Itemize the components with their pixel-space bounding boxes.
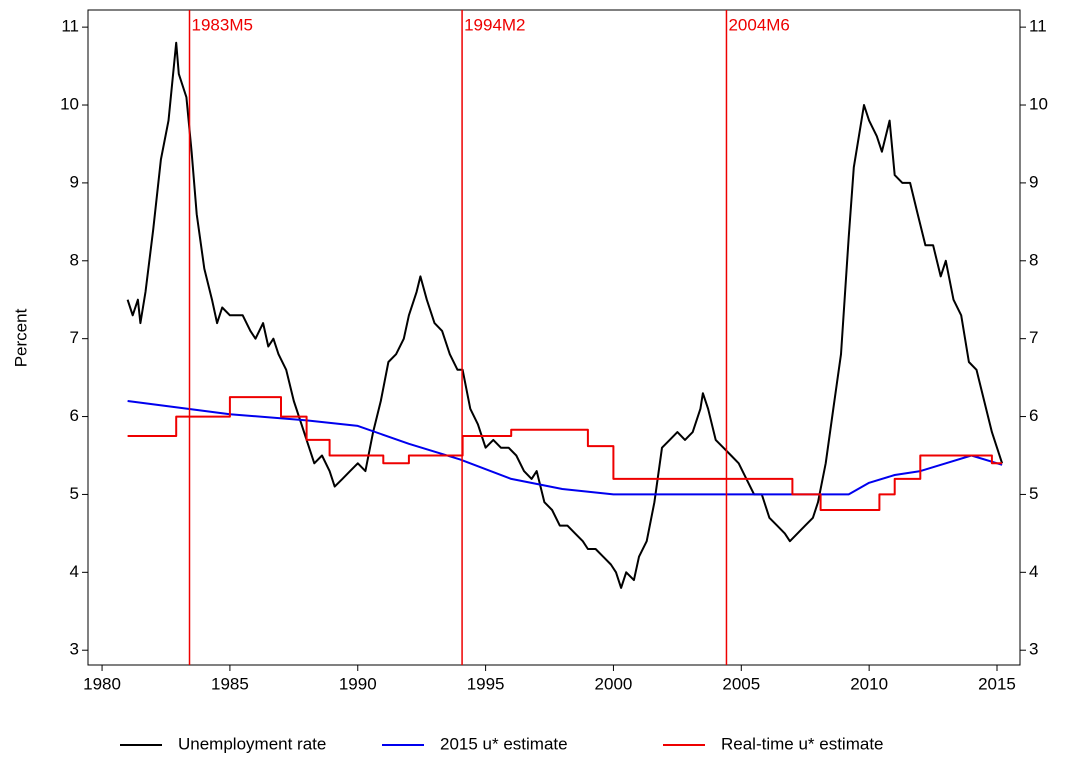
line-series xyxy=(127,400,1003,496)
y-axis-label: Percent xyxy=(11,308,30,367)
y-tick-label: 8 xyxy=(70,250,79,269)
plot-frame xyxy=(87,9,1021,666)
y-tick-label: 5 xyxy=(70,484,79,503)
reference-label: 2004M6 xyxy=(728,15,789,34)
y2-tick-label: 11 xyxy=(1029,17,1047,36)
y2-tick-label: 4 xyxy=(1029,562,1038,581)
legend-label: 2015 u* estimate xyxy=(440,734,568,753)
x-tick-label: 1995 xyxy=(467,674,505,693)
y-tick-label: 6 xyxy=(70,406,79,425)
reference-label: 1983M5 xyxy=(192,15,253,34)
x-tick-label: 2010 xyxy=(850,674,888,693)
x-tick-label: 1990 xyxy=(339,674,377,693)
legend-label: Unemployment rate xyxy=(178,734,326,753)
x-tick-label: 2015 xyxy=(978,674,1016,693)
y2-tick-label: 7 xyxy=(1029,328,1038,347)
y-tick-label: 11 xyxy=(61,17,79,36)
y2-tick-label: 3 xyxy=(1029,640,1038,659)
y-tick-label: 3 xyxy=(70,640,79,659)
y2-tick-label: 10 xyxy=(1029,95,1048,114)
legend-label: Real-time u* estimate xyxy=(721,734,884,753)
y-tick-label: 4 xyxy=(70,562,79,581)
y-tick-label: 10 xyxy=(60,95,79,114)
x-tick-label: 2000 xyxy=(595,674,633,693)
y-tick-label: 9 xyxy=(70,172,79,191)
y2-tick-label: 9 xyxy=(1029,172,1038,191)
x-tick-label: 1985 xyxy=(211,674,249,693)
y2-tick-label: 6 xyxy=(1029,406,1038,425)
x-tick-label: 1980 xyxy=(83,674,121,693)
y2-tick-label: 5 xyxy=(1029,484,1038,503)
line-series xyxy=(126,41,1004,589)
y-tick-label: 7 xyxy=(70,328,79,347)
reference-label: 1994M2 xyxy=(464,15,525,34)
line-series xyxy=(127,396,1003,511)
y2-tick-label: 8 xyxy=(1029,250,1038,269)
x-tick-label: 2005 xyxy=(722,674,760,693)
